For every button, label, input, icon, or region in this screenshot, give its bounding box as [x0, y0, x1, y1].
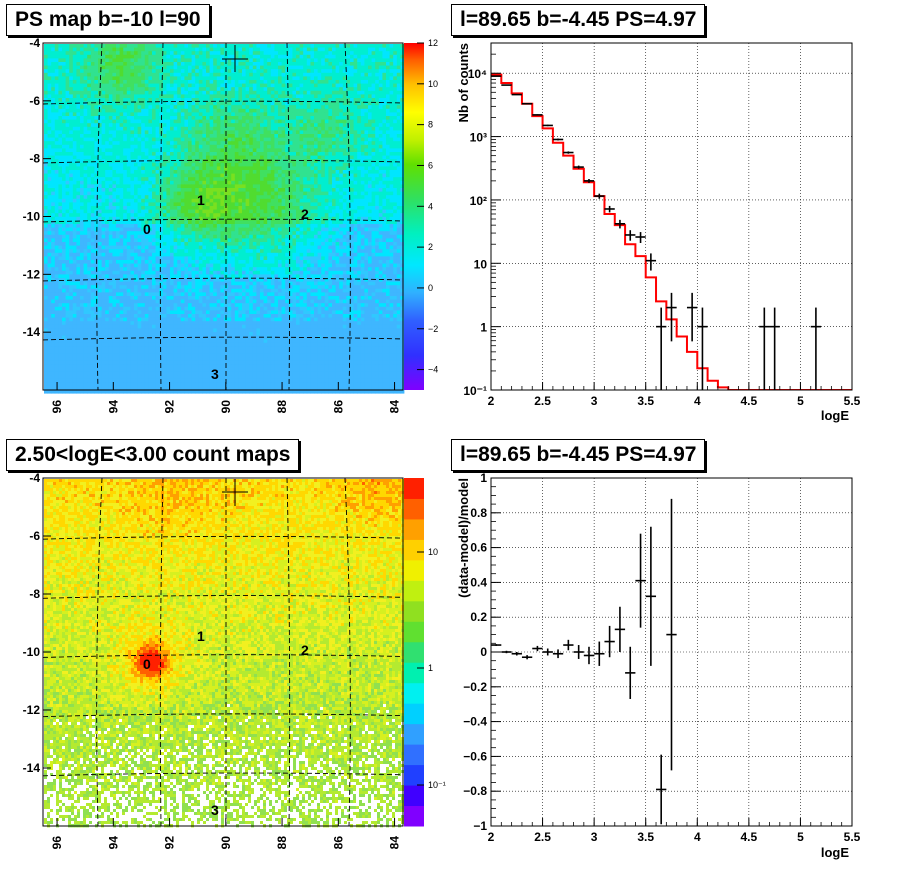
count-map-colorbar-tick-label-0: 10 [428, 547, 438, 557]
residual-y-tick-label-9: 0.8 [470, 506, 487, 520]
count-map-x-tick-label-2: 92 [163, 836, 177, 850]
ps-map-source-1-label: 1 [197, 192, 205, 208]
spectrum-y-tick-label-1: 1 [480, 321, 487, 335]
residual-x-tick-label-7: 5.5 [844, 830, 861, 844]
count-map-y-tick-label-1: -6 [29, 529, 40, 543]
count-map-source-3-label: 3 [211, 802, 219, 818]
residual-y-tick-label-3: −0.4 [463, 715, 487, 729]
ps-map-colorbar-tick-label-3: 6 [428, 160, 433, 170]
ps-map-colorbar [404, 43, 424, 390]
ps-map-colorbar-tick-label-0: 12 [428, 38, 438, 48]
ps-map-x-tick-label-0: 96 [50, 400, 64, 414]
residual-x-tick-label-4: 4 [694, 830, 701, 844]
ps-map-colorbar-tick-label-2: 8 [428, 120, 433, 130]
spectrum-data-point-3 [522, 103, 532, 104]
residual-x-tick-label-1: 2.5 [534, 830, 551, 844]
count-map-panel: 0 1 2 3 96 94 92 90 88 86 84 -4 -6 -8 -10 -12 -14 10… [23, 471, 446, 849]
count-map-colorbar-tick-label-1: 1 [428, 663, 433, 673]
spectrum-x-tick-label-4: 4 [694, 394, 701, 408]
spectrum-x-axis-label: logE [821, 408, 849, 423]
residual-x-tick-label-6: 5 [797, 830, 804, 844]
ps-map-colorbar-tick-label-8: −4 [428, 365, 438, 375]
ps-map-colorbar-tick-label-5: 2 [428, 242, 433, 252]
ps-map-y-tick-label-4: -12 [23, 267, 41, 281]
ps-map-colorbar-tick-label-6: 0 [428, 283, 433, 293]
spectrum-x-tick-label-0: 2 [488, 394, 495, 408]
count-map-y-tick-label-5: -14 [23, 761, 41, 775]
residual-y-tick-label-5: 0 [480, 645, 487, 659]
count-map-colorbar [404, 478, 424, 827]
ps-map-source-3-label: 3 [211, 366, 219, 382]
residual-x-axis-label: logE [821, 845, 849, 860]
residual-y-tick-label-7: 0.4 [470, 575, 487, 589]
spectrum-data-point-1 [501, 85, 511, 86]
ps-map-y-tick-label-5: -14 [23, 325, 41, 339]
spectrum-data-point-6 [553, 139, 563, 141]
ps-map-y-tick-label-2: -8 [29, 152, 40, 166]
residual-panel: 2 2.5 3 3.5 4 4.5 5 5.5 −1 −0.8 −0.6 −0.4 −0.2 0 0.2 0.… [456, 471, 861, 860]
spectrum-x-tick-label-1: 2.5 [534, 394, 551, 408]
ps-map-x-tick-label-6: 84 [388, 400, 402, 414]
count-map-x-tick-label-3: 90 [219, 836, 233, 850]
spectrum-x-tick-label-6: 5 [797, 394, 804, 408]
ps-map-colorbar-tick-label-1: 10 [428, 79, 438, 89]
ps-map-source-2-label: 2 [301, 206, 309, 222]
ps-map-x-tick-label-1: 94 [106, 400, 120, 414]
spectrum-y-tick-label-3: 10² [470, 194, 487, 208]
residual-y-tick-label-4: −0.2 [463, 680, 487, 694]
count-map-source-2-label: 2 [301, 642, 309, 658]
residual-y-tick-label-6: 0.2 [470, 610, 487, 624]
residual-y-tick-label-2: −0.6 [463, 749, 487, 763]
residual-data-point-0 [491, 644, 501, 646]
count-map-x-tick-label-4: 88 [275, 836, 289, 850]
spectrum-x-tick-label-3: 3.5 [637, 394, 654, 408]
ps-map-x-tick-label-5: 86 [331, 400, 345, 414]
residual-x-tick-label-2: 3 [591, 830, 598, 844]
ps-map-y-tick-label-0: -4 [29, 36, 40, 50]
spectrum-y-axis-label: Nb of counts [456, 43, 471, 122]
count-map-x-tick-label-5: 86 [331, 836, 345, 850]
count-map-x-tick-label-0: 96 [50, 836, 64, 850]
ps-map-y-tick-label-1: -6 [29, 94, 40, 108]
spectrum-data-point-5 [543, 125, 553, 126]
spectrum-x-tick-label-2: 3 [591, 394, 598, 408]
spectrum-x-tick-label-5: 4.5 [741, 394, 758, 408]
spectrum-data-point-4 [532, 114, 542, 115]
ps-map-x-tick-label-2: 92 [163, 400, 177, 414]
count-map-x-tick-label-1: 94 [106, 836, 120, 850]
count-map-y-tick-label-0: -4 [29, 471, 40, 485]
residual-x-tick-label-3: 3.5 [637, 830, 654, 844]
spectrum-y-tick-label-2: 10 [474, 257, 488, 271]
residual-y-tick-label-1: −0.8 [463, 784, 487, 798]
residual-x-tick-label-0: 2 [488, 830, 495, 844]
ps-map-x-tick-label-4: 88 [275, 400, 289, 414]
spectrum-data-point-2 [512, 94, 522, 95]
ps-map-x-tick-label-3: 90 [219, 400, 233, 414]
count-map-y-tick-label-2: -8 [29, 587, 40, 601]
ps-map-y-tick-label-3: -10 [23, 210, 41, 224]
residual-y-tick-label-8: 0.6 [470, 541, 487, 555]
count-map-colorbar-tick-label-2: 10⁻¹ [428, 780, 446, 790]
spectrum-y-tick-label-4: 10³ [470, 131, 487, 145]
ps-map-source-0-label: 0 [143, 221, 151, 237]
ps-map-panel: 0 1 2 3 96 94 92 90 88 86 84-4-6-8-10-12-14 12… [23, 36, 439, 413]
residual-y-tick-label-10: 1 [480, 471, 487, 485]
count-map-x-tick-label-6: 84 [388, 836, 402, 850]
count-map-y-tick-label-4: -12 [23, 703, 41, 717]
ps-map-colorbar-tick-label-4: 4 [428, 201, 433, 211]
count-map-source-0-label: 0 [143, 656, 151, 672]
spectrum-y-tick-label-0: 10⁻¹ [463, 384, 487, 398]
residual-y-axis-label: (data-model)/model [456, 478, 471, 598]
residual-y-tick-label-0: −1 [473, 819, 487, 833]
figure-canvas: 0 1 2 3 96 94 92 90 88 86 84-4-6-8-10-12-14 12… [0, 0, 898, 871]
residual-x-tick-label-5: 4.5 [741, 830, 758, 844]
count-map-source-1-label: 1 [197, 628, 205, 644]
ps-map-colorbar-tick-label-7: −2 [428, 324, 438, 334]
spectrum-x-tick-label-7: 5.5 [844, 394, 861, 408]
ps-map-heatmap [44, 44, 404, 394]
count-map-y-tick-label-3: -10 [23, 645, 41, 659]
